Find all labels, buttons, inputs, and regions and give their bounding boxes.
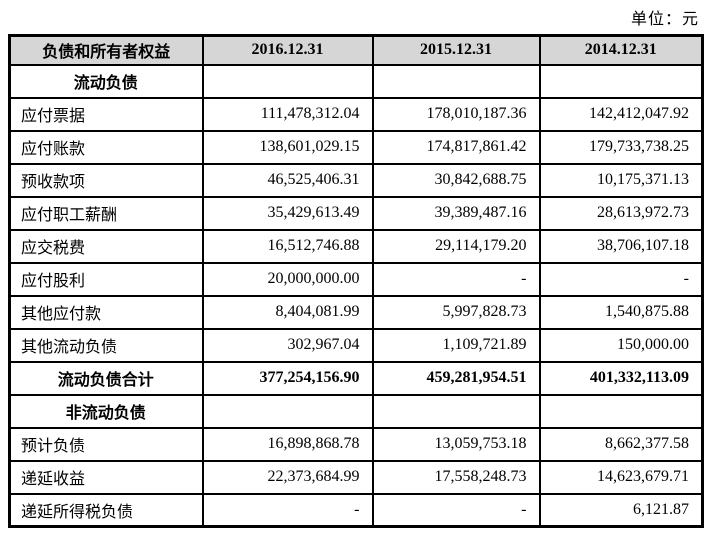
row-label: 预收款项 xyxy=(8,162,204,198)
value-cell: 8,662,377.58 xyxy=(538,426,704,462)
value-cell xyxy=(201,393,374,429)
value-cell xyxy=(201,63,374,99)
column-header-2015: 2015.12.31 xyxy=(371,34,541,66)
table-row: 流动负债 xyxy=(8,63,704,99)
value-cell: - xyxy=(371,261,541,297)
table-body: 流动负债 应付票据 111,478,312.04 178,010,187.36 142,… xyxy=(8,63,704,528)
value-cell: 401,332,113.09 xyxy=(538,360,704,396)
value-cell: 16,512,746.88 xyxy=(201,228,374,264)
value-cell: 10,175,371.13 xyxy=(538,162,704,198)
table-row: 其他流动负债 302,967.04 1,109,721.89 150,000.00 xyxy=(8,327,704,363)
value-cell: 1,540,875.88 xyxy=(538,294,704,330)
value-cell: 29,114,179.20 xyxy=(371,228,541,264)
row-label: 递延收益 xyxy=(8,459,204,495)
value-cell: 38,706,107.18 xyxy=(538,228,704,264)
value-cell xyxy=(538,393,704,429)
value-cell: 179,733,738.25 xyxy=(538,129,704,165)
value-cell: 35,429,613.49 xyxy=(201,195,374,231)
header-row: 负债和所有者权益 2016.12.31 2015.12.31 2014.12.3… xyxy=(8,34,704,66)
value-cell: 13,059,753.18 xyxy=(371,426,541,462)
value-cell: 150,000.00 xyxy=(538,327,704,363)
row-label: 预计负债 xyxy=(8,426,204,462)
row-label: 应付股利 xyxy=(8,261,204,297)
value-cell: 302,967.04 xyxy=(201,327,374,363)
value-cell: - xyxy=(538,261,704,297)
value-cell: 5,997,828.73 xyxy=(371,294,541,330)
column-header-2016: 2016.12.31 xyxy=(201,34,374,66)
table-row: 应付股利 20,000,000.00- - xyxy=(8,261,704,297)
row-label: 应交税费 xyxy=(8,228,204,264)
row-label: 流动负债合计 xyxy=(8,360,204,396)
table-row: 流动负债合计 377,254,156.90 459,281,954.51 401,33… xyxy=(8,360,704,396)
value-cell: 17,558,248.73 xyxy=(371,459,541,495)
table-row: 非流动负债 xyxy=(8,393,704,429)
value-cell: 22,373,684.99 xyxy=(201,459,374,495)
value-cell: 138,601,029.15 xyxy=(201,129,374,165)
value-cell: 178,010,187.36 xyxy=(371,96,541,132)
table-row: 应交税费 16,512,746.88 29,114,179.20 38,706,107… xyxy=(8,228,704,264)
column-header-liabilities: 负债和所有者权益 xyxy=(8,34,204,66)
row-label: 应付票据 xyxy=(8,96,204,132)
table-header: 负债和所有者权益 2016.12.31 2015.12.31 2014.12.3… xyxy=(8,34,704,66)
value-cell: 6,121.87 xyxy=(538,492,704,528)
table-row: 其他应付款 8,404,081.99 5,997,828.73 1,540,875.8… xyxy=(8,294,704,330)
row-label: 其他应付款 xyxy=(8,294,204,330)
row-label: 应付账款 xyxy=(8,129,204,165)
table-row: 应付账款 138,601,029.15 174,817,861.42 179,733,… xyxy=(8,129,704,165)
balance-sheet-table: 负债和所有者权益 2016.12.31 2015.12.31 2014.12.3… xyxy=(8,34,704,528)
table-row: 预计负债 16,898,868.78 13,059,753.18 8,662,377.… xyxy=(8,426,704,462)
table-row: 应付票据 111,478,312.04 178,010,187.36 142,412,… xyxy=(8,96,704,132)
value-cell: 459,281,954.51 xyxy=(371,360,541,396)
table-row: 递延收益 22,373,684.99 17,558,248.73 14,623,679… xyxy=(8,459,704,495)
row-label: 非流动负债 xyxy=(8,393,204,429)
value-cell: 8,404,081.99 xyxy=(201,294,374,330)
value-cell xyxy=(371,63,541,99)
value-cell: 28,613,972.73 xyxy=(538,195,704,231)
value-cell xyxy=(371,393,541,429)
value-cell: 20,000,000.00 xyxy=(201,261,374,297)
value-cell: 1,109,721.89 xyxy=(371,327,541,363)
row-label: 流动负债 xyxy=(8,63,204,99)
row-label: 其他流动负债 xyxy=(8,327,204,363)
value-cell: - xyxy=(371,492,541,528)
row-label: 应付职工薪酬 xyxy=(8,195,204,231)
table-row: 递延所得税负债 - -6,121.87 xyxy=(8,492,704,528)
value-cell: 111,478,312.04 xyxy=(201,96,374,132)
column-header-2014: 2014.12.31 xyxy=(538,34,704,66)
value-cell: 142,412,047.92 xyxy=(538,96,704,132)
table-row: 预收款项 46,525,406.31 30,842,688.75 10,175,371… xyxy=(8,162,704,198)
row-label: 递延所得税负债 xyxy=(8,492,204,528)
value-cell: 39,389,487.16 xyxy=(371,195,541,231)
unit-label: 单位：元 xyxy=(630,11,699,28)
value-cell xyxy=(538,63,704,99)
value-cell: 14,623,679.71 xyxy=(538,459,704,495)
value-cell: 174,817,861.42 xyxy=(371,129,541,165)
value-cell: 16,898,868.78 xyxy=(201,426,374,462)
table-row: 应付职工薪酬 35,429,613.49 39,389,487.16 28,613,9… xyxy=(8,195,704,231)
value-cell: 377,254,156.90 xyxy=(201,360,374,396)
value-cell: 46,525,406.31 xyxy=(201,162,374,198)
value-cell: - xyxy=(201,492,374,528)
value-cell: 30,842,688.75 xyxy=(371,162,541,198)
